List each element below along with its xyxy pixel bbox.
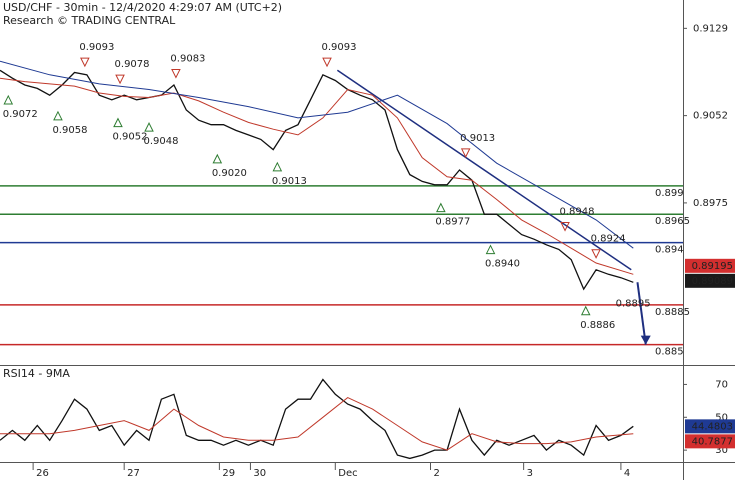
annotation-label: 0.9083 (170, 53, 205, 64)
low-marker (113, 117, 123, 128)
annotation-label: 0.9058 (52, 125, 87, 136)
level-label: 0.899 (655, 188, 684, 199)
chart-title: USD/CHF - 30min - 12/4/2020 4:29:07 AM (… (3, 1, 282, 14)
price-tag-label: 0.89089 (692, 276, 733, 287)
series-line (0, 77, 634, 275)
series-line (0, 69, 634, 291)
level-label: 0.8965 (655, 216, 690, 227)
low-marker (53, 110, 63, 121)
y-tick-label: 30 (715, 445, 728, 456)
x-tick-label: 30 (253, 468, 266, 479)
annotation-label: 0.9048 (144, 136, 179, 147)
low-marker (485, 244, 496, 255)
annotation-label: 0.8948 (560, 207, 595, 218)
low-marker (272, 161, 283, 172)
x-tick-label: Dec (338, 468, 357, 479)
annotation-label: 0.9093 (79, 42, 114, 53)
low-marker (580, 305, 591, 316)
annotation-label: 0.9078 (115, 59, 150, 70)
price-tag (685, 434, 735, 449)
high-marker (560, 222, 570, 232)
annotation-label: 0.9052 (112, 132, 147, 143)
annotation-label: 0.8977 (435, 217, 470, 228)
x-tick-label: 29 (222, 468, 235, 479)
forecast-arrow (636, 282, 647, 345)
level-label: 0.885 (655, 347, 684, 358)
low-marker (3, 94, 14, 105)
high-marker (80, 57, 90, 68)
high-marker (171, 68, 181, 79)
y-tick-label: 0.8975 (693, 198, 728, 209)
chart-subtitle: Research © TRADING CENTRAL (3, 14, 176, 27)
high-marker (115, 74, 125, 85)
annotation-label: 0.8940 (485, 259, 520, 270)
annotation-label: 0.9013 (460, 133, 495, 144)
x-tick-label: 2 (433, 468, 439, 479)
level-label: 0.8885 (655, 307, 690, 318)
series-line (0, 378, 634, 460)
y-tick-label: 50 (715, 412, 728, 423)
annotation-label: 0.8886 (580, 320, 615, 331)
trendline (336, 69, 632, 271)
price-tag (685, 258, 735, 273)
x-tick-label: 27 (127, 468, 140, 479)
price-tag-label: 0.89195 (692, 261, 733, 272)
high-marker (460, 148, 471, 158)
price-tag-label: 44.4803 (692, 421, 733, 432)
annotation-label: 0.9020 (212, 168, 247, 179)
x-tick-label: 26 (36, 468, 49, 479)
price-tag (685, 419, 735, 434)
series-line (0, 397, 634, 451)
series-line (0, 60, 634, 249)
price-tag-label: 40.7877 (692, 436, 733, 447)
price-tag (685, 273, 735, 288)
annotation-label: 0.9093 (322, 42, 357, 53)
annotation-label: 0.8895 (616, 299, 651, 310)
annotation-label: 0.8924 (591, 234, 626, 245)
high-marker (322, 57, 332, 68)
y-tick-label: 0.9129 (693, 23, 728, 34)
high-marker (591, 249, 601, 259)
x-tick-label: 4 (624, 468, 630, 479)
y-tick-label: 70 (715, 379, 728, 390)
annotation-label: 0.9072 (3, 109, 38, 120)
annotation-label: 0.9013 (272, 176, 307, 187)
low-marker (212, 153, 223, 164)
x-tick-label: 3 (527, 468, 533, 479)
arrow-head (640, 335, 651, 345)
level-label: 0.894 (655, 245, 684, 256)
low-marker (436, 202, 446, 213)
y-tick-label: 0.9052 (693, 111, 728, 122)
low-marker (144, 122, 154, 132)
rsi-title: RSI14 - 9MA (3, 367, 70, 380)
